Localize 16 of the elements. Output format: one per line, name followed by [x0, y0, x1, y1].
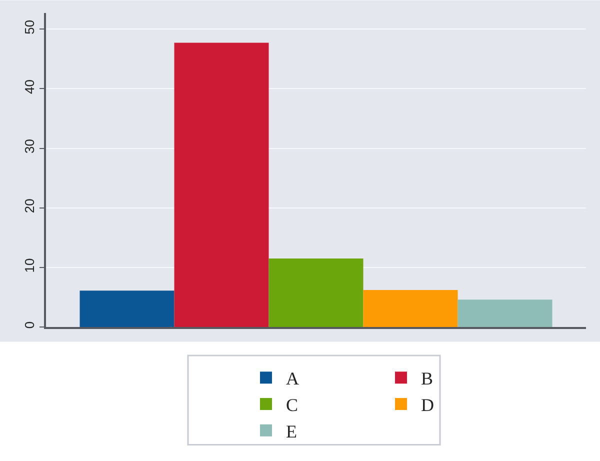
y-tick-label: 30 [22, 139, 38, 154]
y-tick-label: 10 [22, 258, 38, 273]
bar [363, 290, 458, 327]
y-tick-label: 50 [22, 20, 38, 34]
legend-label: E [286, 421, 297, 442]
bar [80, 290, 174, 327]
y-tick-label: 40 [22, 79, 38, 94]
legend-label: B [421, 368, 434, 389]
bar [174, 42, 269, 327]
legend-label: C [286, 395, 298, 415]
legend-label: A [286, 368, 299, 389]
y-tick-label: 20 [22, 198, 38, 214]
bar [268, 258, 364, 327]
bar [458, 300, 552, 327]
y-tick-label: 0 [22, 321, 38, 329]
legend-label: D [421, 395, 434, 415]
